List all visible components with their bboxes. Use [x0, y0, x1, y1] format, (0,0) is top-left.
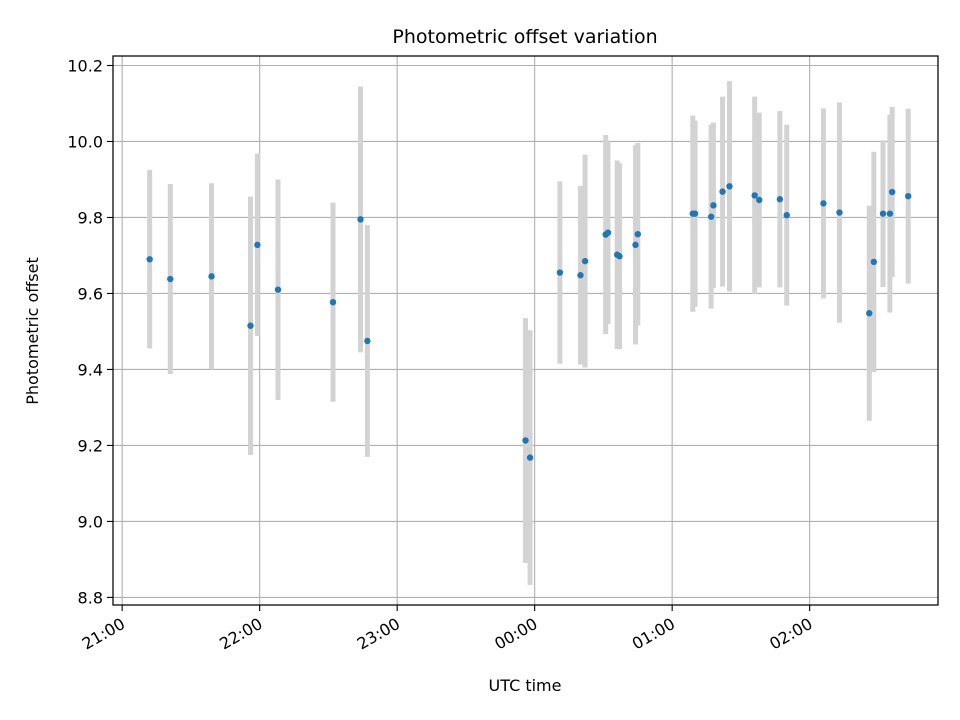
data-point	[905, 192, 912, 200]
data-point	[632, 241, 639, 249]
data-point	[146, 256, 153, 263]
data-point	[577, 272, 584, 279]
data-point	[526, 454, 534, 461]
data-point	[866, 310, 873, 317]
y-tick-label: 10.2	[67, 56, 103, 75]
data-point	[616, 253, 623, 260]
y-tick-label: 9.6	[78, 284, 103, 303]
data-point	[710, 202, 717, 209]
chart-title: Photometric offset variation	[392, 26, 657, 48]
data-point	[208, 273, 215, 280]
data-point	[357, 216, 364, 223]
y-tick-label: 9.8	[78, 208, 103, 227]
data-point	[836, 209, 843, 216]
data-point	[726, 183, 733, 190]
data-point	[167, 275, 174, 283]
data-point	[751, 192, 758, 199]
data-point	[364, 337, 371, 345]
data-point	[776, 196, 784, 203]
data-point	[274, 286, 282, 293]
data-point	[783, 211, 790, 219]
data-point	[886, 210, 894, 217]
data-point	[581, 257, 589, 265]
data-point	[756, 196, 763, 204]
x-axis-title: UTC time	[489, 676, 562, 695]
y-axis-title: Photometric offset	[23, 257, 42, 405]
data-point	[329, 298, 337, 306]
data-point	[879, 210, 887, 217]
y-tick-label: 9.4	[78, 360, 103, 379]
y-tick-label: 8.8	[78, 588, 103, 607]
data-point	[634, 230, 641, 238]
plot-frame	[112, 55, 939, 606]
data-point	[888, 188, 896, 196]
data-point	[254, 241, 261, 249]
data-point	[691, 210, 699, 217]
data-point	[556, 269, 564, 276]
data-point	[820, 200, 827, 207]
y-tick-label: 10.0	[67, 132, 103, 151]
data-point	[707, 213, 715, 220]
data-point	[522, 437, 529, 444]
data-point	[870, 258, 878, 266]
data-point	[719, 188, 726, 195]
y-tick-label: 9.0	[78, 512, 103, 531]
y-tick-label: 9.2	[78, 436, 103, 455]
data-point	[247, 322, 254, 329]
data-points	[146, 183, 912, 461]
data-point	[604, 229, 612, 236]
